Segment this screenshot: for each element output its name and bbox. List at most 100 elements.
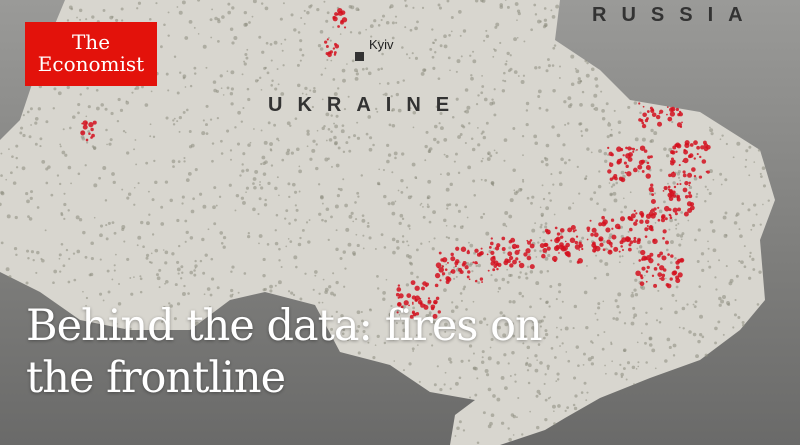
settlement-dot xyxy=(486,323,489,326)
settlement-dot xyxy=(113,264,116,267)
settlement-dot xyxy=(543,336,546,340)
settlement-dot xyxy=(291,182,296,187)
settlement-dot xyxy=(29,196,33,200)
settlement-dot xyxy=(555,380,558,382)
settlement-dot xyxy=(152,135,156,139)
fire-dot xyxy=(641,170,645,173)
fire-dot xyxy=(693,157,696,160)
settlement-dot xyxy=(102,299,105,302)
settlement-dot xyxy=(508,214,513,219)
settlement-dot xyxy=(290,151,294,155)
settlement-dot xyxy=(131,91,134,94)
fire-dot xyxy=(662,229,667,234)
settlement-dot xyxy=(415,334,418,337)
settlement-dot xyxy=(487,387,492,392)
settlement-dot xyxy=(402,328,407,333)
settlement-dot xyxy=(133,276,135,278)
settlement-dot xyxy=(733,313,737,317)
settlement-dot xyxy=(604,247,608,251)
settlement-dot xyxy=(757,149,761,152)
settlement-dot xyxy=(173,117,176,120)
settlement-dot xyxy=(358,31,362,35)
settlement-dot xyxy=(594,312,597,315)
settlement-dot xyxy=(104,199,108,202)
settlement-dot xyxy=(580,134,584,137)
settlement-dot xyxy=(60,213,64,217)
settlement-dot xyxy=(524,272,528,276)
settlement-dot xyxy=(59,182,62,186)
settlement-dot xyxy=(501,89,506,93)
settlement-dot xyxy=(87,105,91,109)
settlement-dot xyxy=(296,63,300,67)
fire-dot xyxy=(668,173,672,178)
settlement-dot xyxy=(278,259,281,262)
fire-dot xyxy=(618,250,621,253)
fire-dot xyxy=(550,239,553,242)
settlement-dot xyxy=(513,189,516,192)
fire-dot xyxy=(689,143,694,147)
settlement-dot xyxy=(506,268,509,271)
settlement-dot xyxy=(635,367,638,370)
fire-dot xyxy=(586,238,589,241)
fire-dot xyxy=(632,239,637,244)
settlement-dot xyxy=(236,142,241,146)
settlement-dot xyxy=(396,81,400,84)
settlement-dot xyxy=(95,88,99,92)
settlement-dot xyxy=(319,30,324,34)
fire-dot xyxy=(434,283,439,288)
settlement-dot xyxy=(22,133,26,138)
fire-dot xyxy=(620,245,623,248)
settlement-dot xyxy=(193,273,197,277)
settlement-dot xyxy=(354,76,359,81)
settlement-dot xyxy=(252,177,257,181)
settlement-dot xyxy=(41,160,46,164)
settlement-dot xyxy=(82,230,86,235)
settlement-dot xyxy=(153,159,156,163)
settlement-dot xyxy=(645,361,648,364)
settlement-dot xyxy=(293,28,297,32)
fire-dot xyxy=(633,209,636,212)
fire-dot xyxy=(641,274,643,277)
settlement-dot xyxy=(678,243,682,247)
settlement-dot xyxy=(391,36,395,40)
fire-dot xyxy=(619,158,623,161)
settlement-dot xyxy=(217,40,220,43)
fire-dot xyxy=(476,252,481,257)
settlement-dot xyxy=(343,285,346,288)
settlement-dot xyxy=(85,141,89,144)
fire-dot xyxy=(663,185,668,191)
settlement-dot xyxy=(513,70,518,74)
settlement-dot xyxy=(356,191,360,195)
settlement-dot xyxy=(343,108,347,111)
settlement-dot xyxy=(518,187,523,192)
settlement-dot xyxy=(241,163,244,166)
settlement-dot xyxy=(350,5,355,10)
fire-dot xyxy=(439,279,442,282)
fire-dot xyxy=(675,107,679,112)
settlement-dot xyxy=(388,123,392,127)
settlement-dot xyxy=(275,213,279,217)
settlement-dot xyxy=(477,143,481,147)
fire-dot xyxy=(82,124,88,130)
settlement-dot xyxy=(61,150,66,155)
fire-dot xyxy=(411,301,414,304)
settlement-dot xyxy=(372,356,376,360)
settlement-dot xyxy=(391,123,396,128)
settlement-dot xyxy=(493,48,495,51)
settlement-dot xyxy=(428,220,432,224)
settlement-dot xyxy=(64,153,68,157)
settlement-dot xyxy=(111,221,115,225)
settlement-dot xyxy=(443,153,446,156)
settlement-dot xyxy=(243,10,248,15)
settlement-dot xyxy=(576,165,579,169)
settlement-dot xyxy=(282,2,285,5)
settlement-dot xyxy=(228,183,232,187)
settlement-dot xyxy=(112,180,116,185)
fire-dot xyxy=(662,268,667,272)
settlement-dot xyxy=(467,241,470,244)
settlement-dot xyxy=(556,378,560,381)
settlement-dot xyxy=(762,184,767,188)
settlement-dot xyxy=(237,291,240,294)
fire-dot xyxy=(640,119,644,123)
settlement-dot xyxy=(658,321,662,324)
